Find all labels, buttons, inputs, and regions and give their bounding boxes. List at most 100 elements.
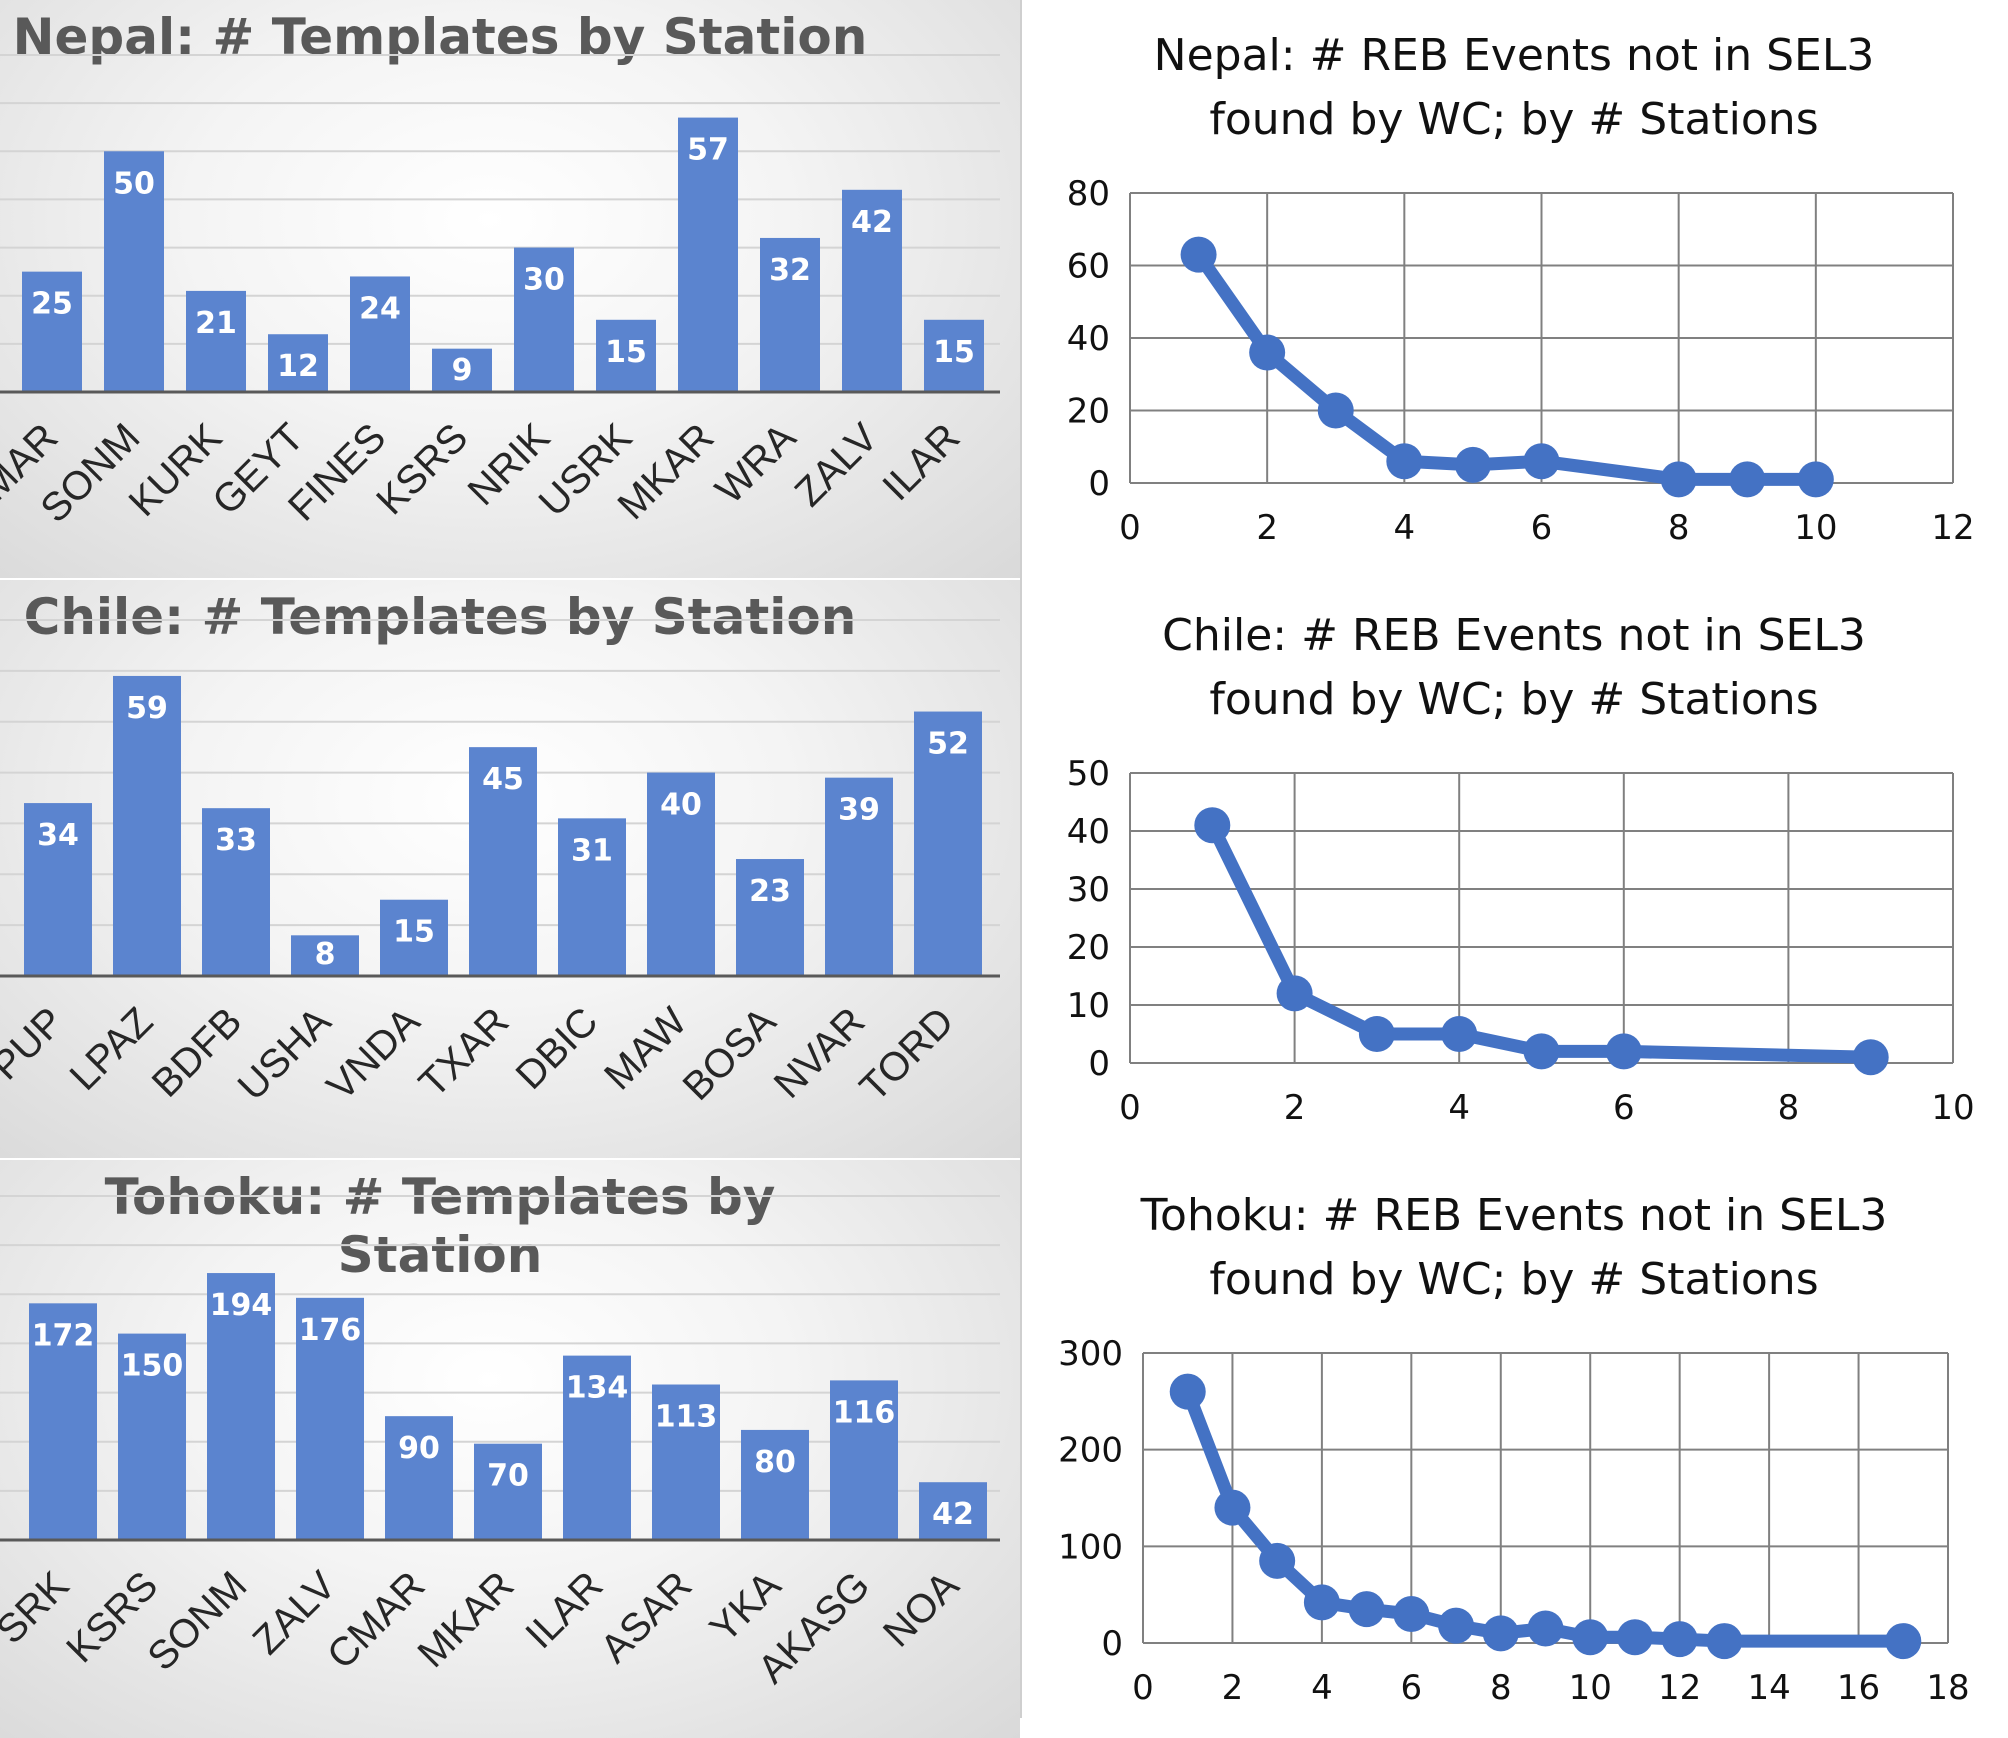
y-tick-label: 20 [1067, 392, 1110, 432]
category-label: BDFB [144, 999, 251, 1106]
category-label: LPAZ [62, 999, 162, 1099]
category-label: USHA [230, 999, 340, 1109]
data-point [1524, 443, 1560, 479]
data-point [1277, 975, 1313, 1011]
y-tick-label: 100 [1058, 1527, 1123, 1567]
data-label: 194 [210, 1288, 273, 1323]
y-tick-label: 30 [1067, 870, 1110, 910]
data-point [1214, 1490, 1250, 1526]
x-tick-label: 0 [1132, 1668, 1154, 1708]
data-point [1455, 447, 1491, 483]
nepal-reb-events-chart: Nepal: # REB Events not in SEL3 found by… [1020, 0, 2008, 578]
y-tick-label: 50 [1067, 754, 1110, 794]
x-tick-label: 18 [1926, 1668, 1969, 1708]
data-point [1572, 1619, 1608, 1655]
data-point [1386, 443, 1422, 479]
data-label: 15 [393, 915, 435, 950]
chile-reb-events-plot: 0 10 20 30 40 50 0 2 4 6 8 10 [1020, 580, 2008, 1158]
y-tick-label: 0 [1088, 1044, 1110, 1084]
data-label: 134 [566, 1371, 629, 1406]
data-label: 116 [833, 1395, 896, 1430]
tohoku-reb-events-chart: Tohoku: # REB Events not in SEL3 found b… [1020, 1160, 2008, 1738]
data-point [1181, 237, 1217, 273]
chile-templates-chart: Chile: # Templates by Station 34 PUP 59 LPA… [0, 580, 1020, 1158]
data-label: 172 [32, 1318, 95, 1353]
y-tick-label: 40 [1067, 812, 1110, 852]
x-tick-label: 0 [1119, 508, 1141, 548]
x-tick-label: 0 [1119, 1088, 1141, 1128]
data-label: 33 [215, 823, 257, 858]
data-label: 57 [687, 133, 729, 168]
category-label: MKAR [410, 1563, 523, 1676]
chile-reb-events-chart: Chile: # REB Events not in SEL3 found by… [1020, 580, 2008, 1158]
category-label: BOSA [675, 999, 785, 1109]
y-tick-label: 200 [1058, 1431, 1123, 1471]
data-label: 40 [660, 788, 702, 823]
data-label: 50 [113, 166, 155, 201]
data-label: 31 [571, 833, 613, 868]
series-line [1188, 1392, 1904, 1641]
tohoku-reb-events-plot: 0 100 200 300 0 2 4 6 8 10 12 14 16 18 [1020, 1160, 2008, 1718]
data-label: 113 [655, 1400, 718, 1435]
data-label: 30 [523, 263, 565, 298]
data-label: 90 [398, 1431, 440, 1466]
x-tick-label: 4 [1448, 1088, 1470, 1128]
x-tick-label: 6 [1531, 508, 1553, 548]
data-point [1528, 1611, 1564, 1647]
x-tick-label: 6 [1401, 1668, 1423, 1708]
data-point [1359, 1016, 1395, 1052]
data-point [1194, 807, 1230, 843]
category-label: VNDA [319, 999, 429, 1109]
y-tick-label: 300 [1058, 1334, 1123, 1374]
data-point [1853, 1039, 1889, 1075]
x-tick-label: 14 [1747, 1668, 1790, 1708]
series-line [1199, 255, 1816, 480]
data-point [1885, 1623, 1921, 1659]
data-label: 176 [299, 1313, 362, 1348]
data-label: 45 [482, 762, 524, 797]
tohoku-templates-plot: 172SRK150KSRS194SONM176ZALV90CMAR70MKAR1… [0, 1160, 1020, 1718]
data-label: 34 [37, 818, 79, 853]
category-label: SONM [139, 1563, 255, 1679]
category-label: TXAR [411, 999, 518, 1106]
category-label: WRA [707, 415, 804, 512]
category-label: DBIC [508, 999, 607, 1098]
y-tick-label: 80 [1067, 174, 1110, 214]
data-label: 23 [749, 874, 791, 909]
data-label: 15 [933, 335, 975, 370]
series-line [1212, 825, 1870, 1057]
data-label: 9 [452, 353, 473, 388]
category-label: PUP [0, 999, 72, 1088]
data-label: 15 [605, 335, 647, 370]
x-tick-label: 10 [1794, 508, 1837, 548]
y-tick-label: 0 [1088, 464, 1110, 504]
x-tick-label: 12 [1931, 508, 1974, 548]
x-tick-label: 12 [1658, 1668, 1701, 1708]
x-tick-label: 8 [1778, 1088, 1800, 1128]
category-label: ILAR [874, 415, 968, 509]
category-label: TORD [852, 999, 963, 1110]
data-label: 42 [932, 1497, 974, 1532]
data-point [1441, 1016, 1477, 1052]
data-point [1662, 1621, 1698, 1657]
data-point [1249, 335, 1285, 371]
x-tick-label: 4 [1311, 1668, 1333, 1708]
category-label: NOA [875, 1563, 968, 1656]
category-label: KURK [121, 415, 231, 525]
data-label: 52 [927, 727, 969, 762]
data-point [1729, 461, 1765, 497]
panel-divider [1020, 0, 1022, 1718]
y-tick-label: 40 [1067, 319, 1110, 359]
nepal-templates-plot: 25MAR50SONM21KURK12GEYT24FINES9KSRS30NRI… [0, 0, 1020, 578]
y-tick-label: 0 [1101, 1624, 1123, 1664]
data-point [1606, 1033, 1642, 1069]
x-tick-label: 16 [1837, 1668, 1880, 1708]
data-point [1393, 1596, 1429, 1632]
x-tick-label: 10 [1931, 1088, 1974, 1128]
data-label: 12 [277, 349, 319, 384]
tohoku-templates-chart: Tohoku: # Templates by Station 172 SRK 150… [0, 1160, 1020, 1738]
y-tick-label: 60 [1067, 247, 1110, 287]
category-label: ZALV [787, 415, 887, 515]
x-tick-label: 2 [1256, 508, 1278, 548]
nepal-reb-events-plot: 0204060800 2 4 6 8 10 12 [1020, 0, 2008, 578]
